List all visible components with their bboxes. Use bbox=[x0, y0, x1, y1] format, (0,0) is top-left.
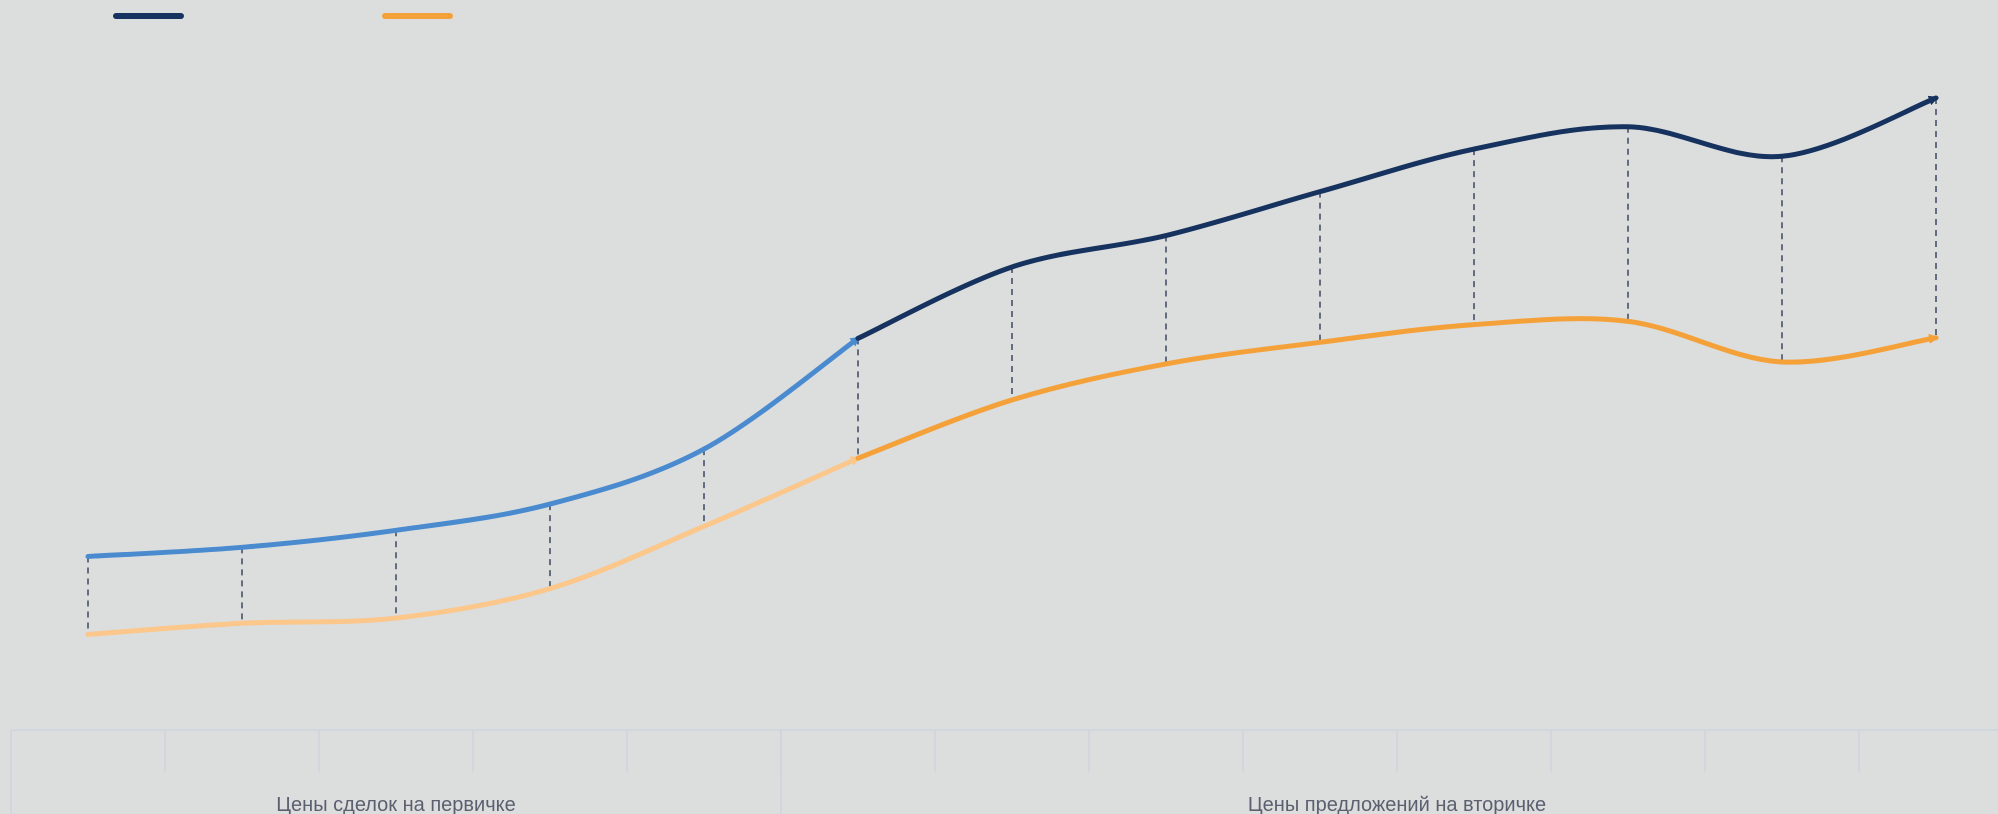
category-axis: Цены сделок на первичке Цены предложений… bbox=[10, 729, 1998, 814]
legend bbox=[113, 13, 453, 19]
section-label-secondary: Цены предложений на вторичке bbox=[1248, 794, 1546, 814]
vertical-guides bbox=[87, 97, 1937, 635]
legend-swatch-series-1 bbox=[113, 13, 184, 19]
series-lines bbox=[85, 95, 1939, 637]
legend-swatch-series-2 bbox=[382, 13, 453, 19]
axis-ticks bbox=[164, 730, 1860, 772]
series-1-line-secondary bbox=[855, 95, 1939, 341]
series-2-line-secondary bbox=[855, 316, 1939, 461]
series-1-line-primary bbox=[85, 335, 861, 559]
series-2-line-primary bbox=[85, 455, 861, 637]
section-label-primary: Цены сделок на первичке bbox=[276, 794, 515, 814]
